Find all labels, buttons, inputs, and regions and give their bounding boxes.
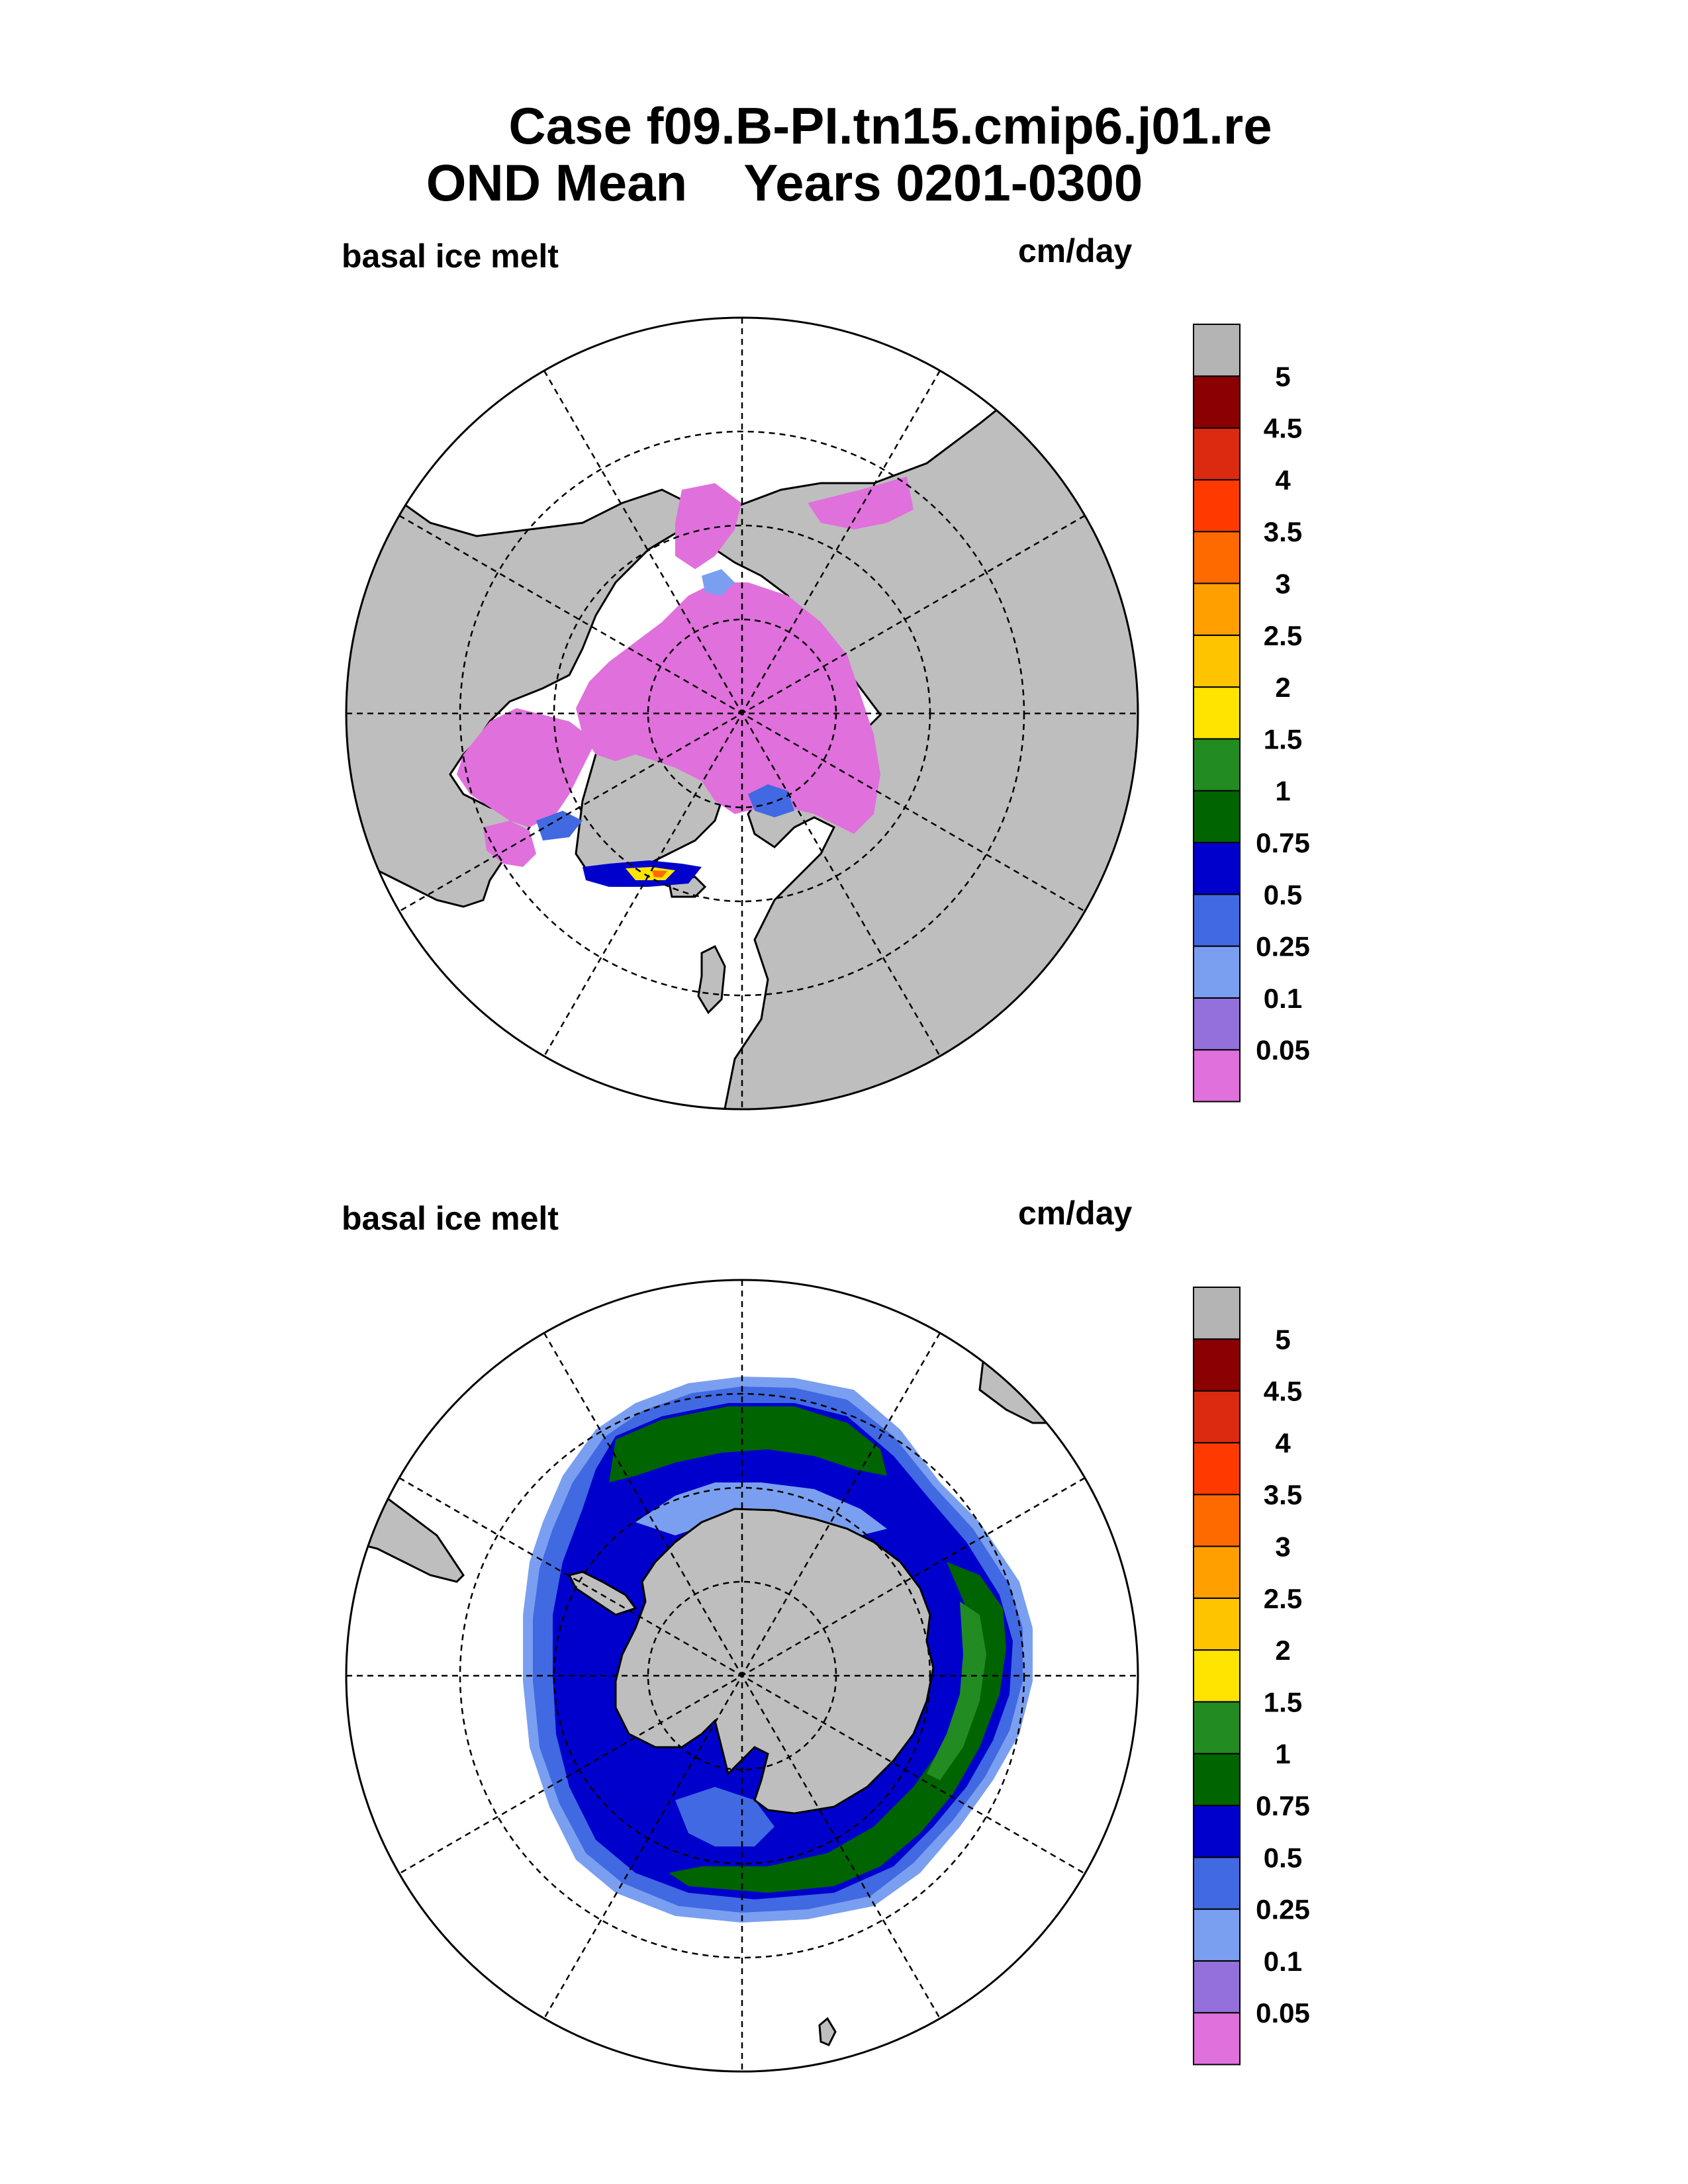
north-melt-blue-kara xyxy=(748,784,794,817)
south-colorbar-box xyxy=(1193,1805,1241,1858)
north-colorbar-box xyxy=(1193,634,1241,688)
north-colorbar-box xyxy=(1193,427,1241,480)
north-colorbar-label: 1 xyxy=(1275,776,1290,807)
north-colorbar-box xyxy=(1193,997,1241,1051)
north-colorbar: 0.05 0.1 0.25 0.5 0.75 1 1.5 2 2.5 3 3.5 4 4.5 5 xyxy=(1193,324,1310,1103)
north-colorbar-label: 0.25 xyxy=(1256,931,1310,962)
south-colorbar-label: 2 xyxy=(1275,1635,1290,1666)
south-colorbar-label: 2.5 xyxy=(1264,1583,1302,1614)
south-melt-ross-blue xyxy=(675,1787,774,1846)
figure-title-period: OND Mean Years 0201-0300 xyxy=(426,154,1143,212)
south-graticule xyxy=(346,1280,1138,2071)
south-colorbar-label: 3 xyxy=(1275,1531,1290,1563)
north-colorbar-label: 2.5 xyxy=(1264,620,1302,651)
north-colorbar-box xyxy=(1193,582,1241,636)
north-colorbar-label: 2 xyxy=(1275,672,1290,703)
south-colorbar-box xyxy=(1193,1287,1241,1340)
south-colorbar-box xyxy=(1193,1752,1241,1806)
north-colorbar-box xyxy=(1193,945,1241,999)
south-land-antarctica xyxy=(614,1508,935,1815)
south-colorbar-box xyxy=(1193,1545,1241,1599)
south-colorbar-box xyxy=(1193,1494,1241,1547)
north-melt-denmark-strait-hot2 xyxy=(652,870,667,878)
north-melt-labrador-blue xyxy=(536,811,583,841)
north-colorbar-box xyxy=(1193,790,1241,843)
south-polar-map xyxy=(345,1279,1139,2073)
north-colorbar-box xyxy=(1193,738,1241,792)
north-melt-arctic-basin xyxy=(576,582,880,834)
north-colorbar-label: 0.1 xyxy=(1264,983,1302,1014)
north-melt-blue-bering xyxy=(702,569,735,596)
south-colorbar-label: 5 xyxy=(1275,1324,1290,1355)
south-colorbar-box xyxy=(1193,1441,1241,1496)
north-colorbar-box xyxy=(1193,686,1241,740)
north-colorbar-label: 0.05 xyxy=(1256,1034,1310,1066)
south-land-new-zealand xyxy=(818,2017,837,2046)
south-colorbar-label: 3.5 xyxy=(1264,1479,1302,1510)
north-colorbar-box xyxy=(1193,478,1241,533)
south-melt-green-east xyxy=(669,1562,1006,1893)
north-colorbar-box xyxy=(1193,842,1241,895)
south-colorbar-box xyxy=(1193,1701,1241,1754)
south-colorbar-label: 1.5 xyxy=(1264,1686,1302,1717)
south-colorbar-label: 0.25 xyxy=(1256,1894,1310,1925)
north-colorbar-label: 3.5 xyxy=(1264,516,1302,547)
north-colorbar-box xyxy=(1193,531,1241,584)
south-colorbar-box xyxy=(1193,1338,1241,1392)
south-colorbar-label: 4 xyxy=(1275,1428,1291,1459)
south-colorbar-label: 1 xyxy=(1275,1739,1290,1770)
figure-title-case: Case f09.B-PI.tn15.cmip6.j01.re xyxy=(508,97,1272,155)
north-polar-map xyxy=(345,316,1139,1111)
north-melt-canadian-archipelago xyxy=(457,708,596,827)
north-land-britain xyxy=(697,944,726,1015)
north-colorbar-label: 5 xyxy=(1275,361,1290,392)
south-colorbar-label: 0.05 xyxy=(1256,1997,1310,2028)
south-melt-green-light-east xyxy=(927,1602,986,1780)
north-colorbar-box xyxy=(1193,375,1241,429)
south-colorbar-box xyxy=(1193,1908,1241,1962)
north-colorbar-box xyxy=(1193,1049,1241,1103)
north-units-label: cm/day xyxy=(1018,232,1133,269)
south-colorbar-label: 0.75 xyxy=(1256,1790,1310,1821)
south-colorbar-box xyxy=(1193,1649,1241,1703)
south-land-antarctic-peninsula xyxy=(567,1570,637,1616)
south-melt-green-band xyxy=(609,1406,887,1482)
north-melt-chukchi xyxy=(675,483,741,569)
north-colorbar-label: 0.5 xyxy=(1264,879,1302,910)
south-colorbar-label: 0.1 xyxy=(1264,1946,1302,1977)
south-variable-label: basal ice melt xyxy=(342,1200,559,1237)
south-colorbar-label: 0.5 xyxy=(1264,1842,1302,1873)
north-colorbar-box xyxy=(1193,324,1241,377)
south-colorbar: 0.05 0.1 0.25 0.5 0.75 1 1.5 2 2.5 3 3.5 4 4.5 5 xyxy=(1193,1287,1310,2066)
north-colorbar-label: 0.75 xyxy=(1256,827,1310,858)
north-colorbar-label: 4 xyxy=(1275,465,1291,496)
north-colorbar-label: 1.5 xyxy=(1264,723,1302,754)
south-colorbar-box xyxy=(1193,1960,1241,2014)
north-colorbar-label: 3 xyxy=(1275,569,1290,600)
south-colorbar-box xyxy=(1193,1390,1241,1443)
north-colorbar-box xyxy=(1193,893,1241,947)
south-colorbar-box xyxy=(1193,1856,1241,1910)
south-colorbar-label: 4.5 xyxy=(1264,1376,1302,1407)
north-graticule xyxy=(346,318,1138,1109)
south-units-label: cm/day xyxy=(1018,1195,1133,1232)
north-melt-east-siberian xyxy=(808,477,914,529)
north-colorbar-label: 4.5 xyxy=(1264,413,1302,444)
south-colorbar-box xyxy=(1193,1597,1241,1651)
south-colorbar-box xyxy=(1193,2012,1241,2066)
north-variable-label: basal ice melt xyxy=(342,238,559,275)
